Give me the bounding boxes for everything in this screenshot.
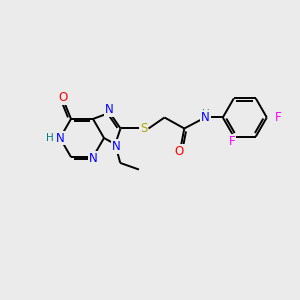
- Text: N: N: [105, 103, 114, 116]
- Text: S: S: [140, 122, 147, 135]
- Text: N: N: [201, 111, 210, 124]
- Text: H: H: [202, 110, 210, 119]
- Text: N: N: [88, 152, 98, 165]
- Text: H: H: [46, 133, 54, 143]
- Text: O: O: [58, 91, 68, 103]
- Text: F: F: [229, 135, 235, 148]
- Text: N: N: [56, 131, 64, 145]
- Text: O: O: [175, 145, 184, 158]
- Text: F: F: [275, 111, 281, 124]
- Text: N: N: [112, 140, 121, 153]
